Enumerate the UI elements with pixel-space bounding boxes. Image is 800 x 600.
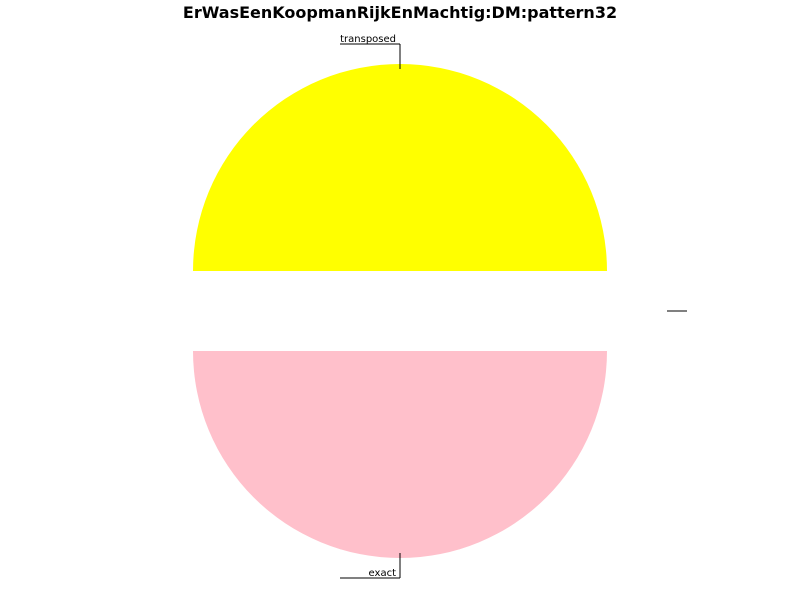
slice-label-transposed: transposed [340,34,396,45]
pie-slice-exact [193,351,607,558]
chart-title: ErWasEenKoopmanRijkEnMachtig:DM:pattern3… [182,3,618,22]
pie-slice-transposed [193,64,607,271]
slice-label-exact: exact [369,568,397,579]
